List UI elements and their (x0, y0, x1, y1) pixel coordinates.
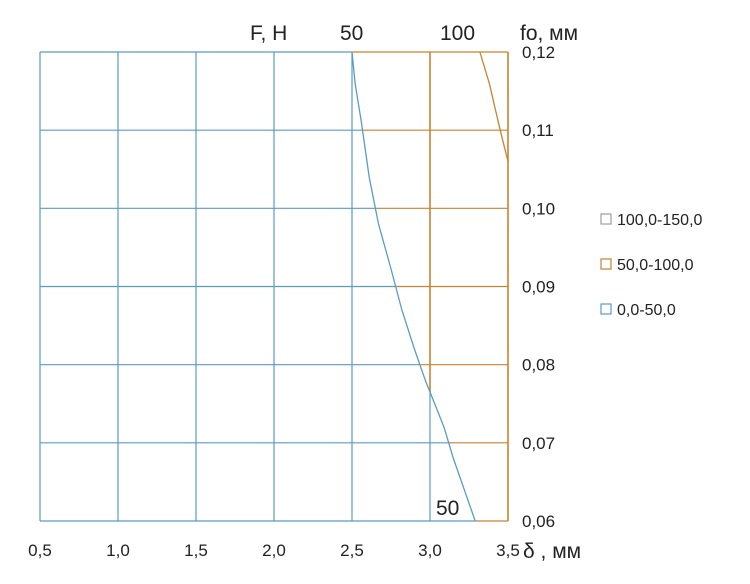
grid-zone-0-50 (39, 51, 476, 522)
x-axis-ticks: 0,5 1,0 1,5 2,0 2,5 3,0 3,5 (28, 541, 520, 560)
legend: 100,0-150,0 50,0-100,0 0,0-50,0 (600, 212, 703, 319)
contour-label-50-top: 50 (340, 22, 363, 45)
x-tick-label: 2,5 (340, 541, 364, 560)
grid-zone-50-100 (352, 51, 509, 522)
y-tick-label: 0,10 (522, 199, 555, 218)
x-axis-label: δ , мм (523, 540, 581, 563)
y-axis-label: fo, мм (520, 22, 578, 45)
y-tick-label: 0,09 (522, 278, 555, 297)
x-tick-label: 1,0 (106, 541, 130, 560)
legend-item: 0,0-50,0 (600, 302, 676, 319)
y-tick-label: 0,08 (522, 356, 555, 375)
legend-item: 100,0-150,0 (600, 212, 703, 229)
y-tick-label: 0,06 (522, 512, 555, 531)
legend-label: 50,0-100,0 (617, 257, 694, 274)
y-tick-label: 0,11 (522, 121, 554, 140)
contour-line-50 (351, 51, 476, 522)
y-axis-ticks: 0,12 0,11 0,10 0,09 0,08 0,07 0,06 (522, 43, 555, 531)
x-tick-label: 0,5 (28, 541, 52, 560)
x-tick-label: 3,0 (418, 541, 442, 560)
x-tick-label: 3,5 (496, 541, 520, 560)
x-tick-label: 2,0 (262, 541, 286, 560)
legend-label: 100,0-150,0 (617, 212, 703, 229)
contour-lines (351, 51, 509, 522)
legend-item: 50,0-100,0 (600, 257, 694, 274)
contour-label-100-top: 100 (440, 22, 475, 45)
contour-line-100 (479, 51, 509, 162)
x-tick-label: 1,5 (184, 541, 208, 560)
contour-label-50-bottom: 50 (436, 497, 459, 520)
top-label: F, H (250, 22, 287, 45)
legend-label: 0,0-50,0 (617, 302, 676, 319)
y-tick-label: 0,07 (522, 434, 555, 453)
y-tick-label: 0,12 (522, 43, 555, 62)
